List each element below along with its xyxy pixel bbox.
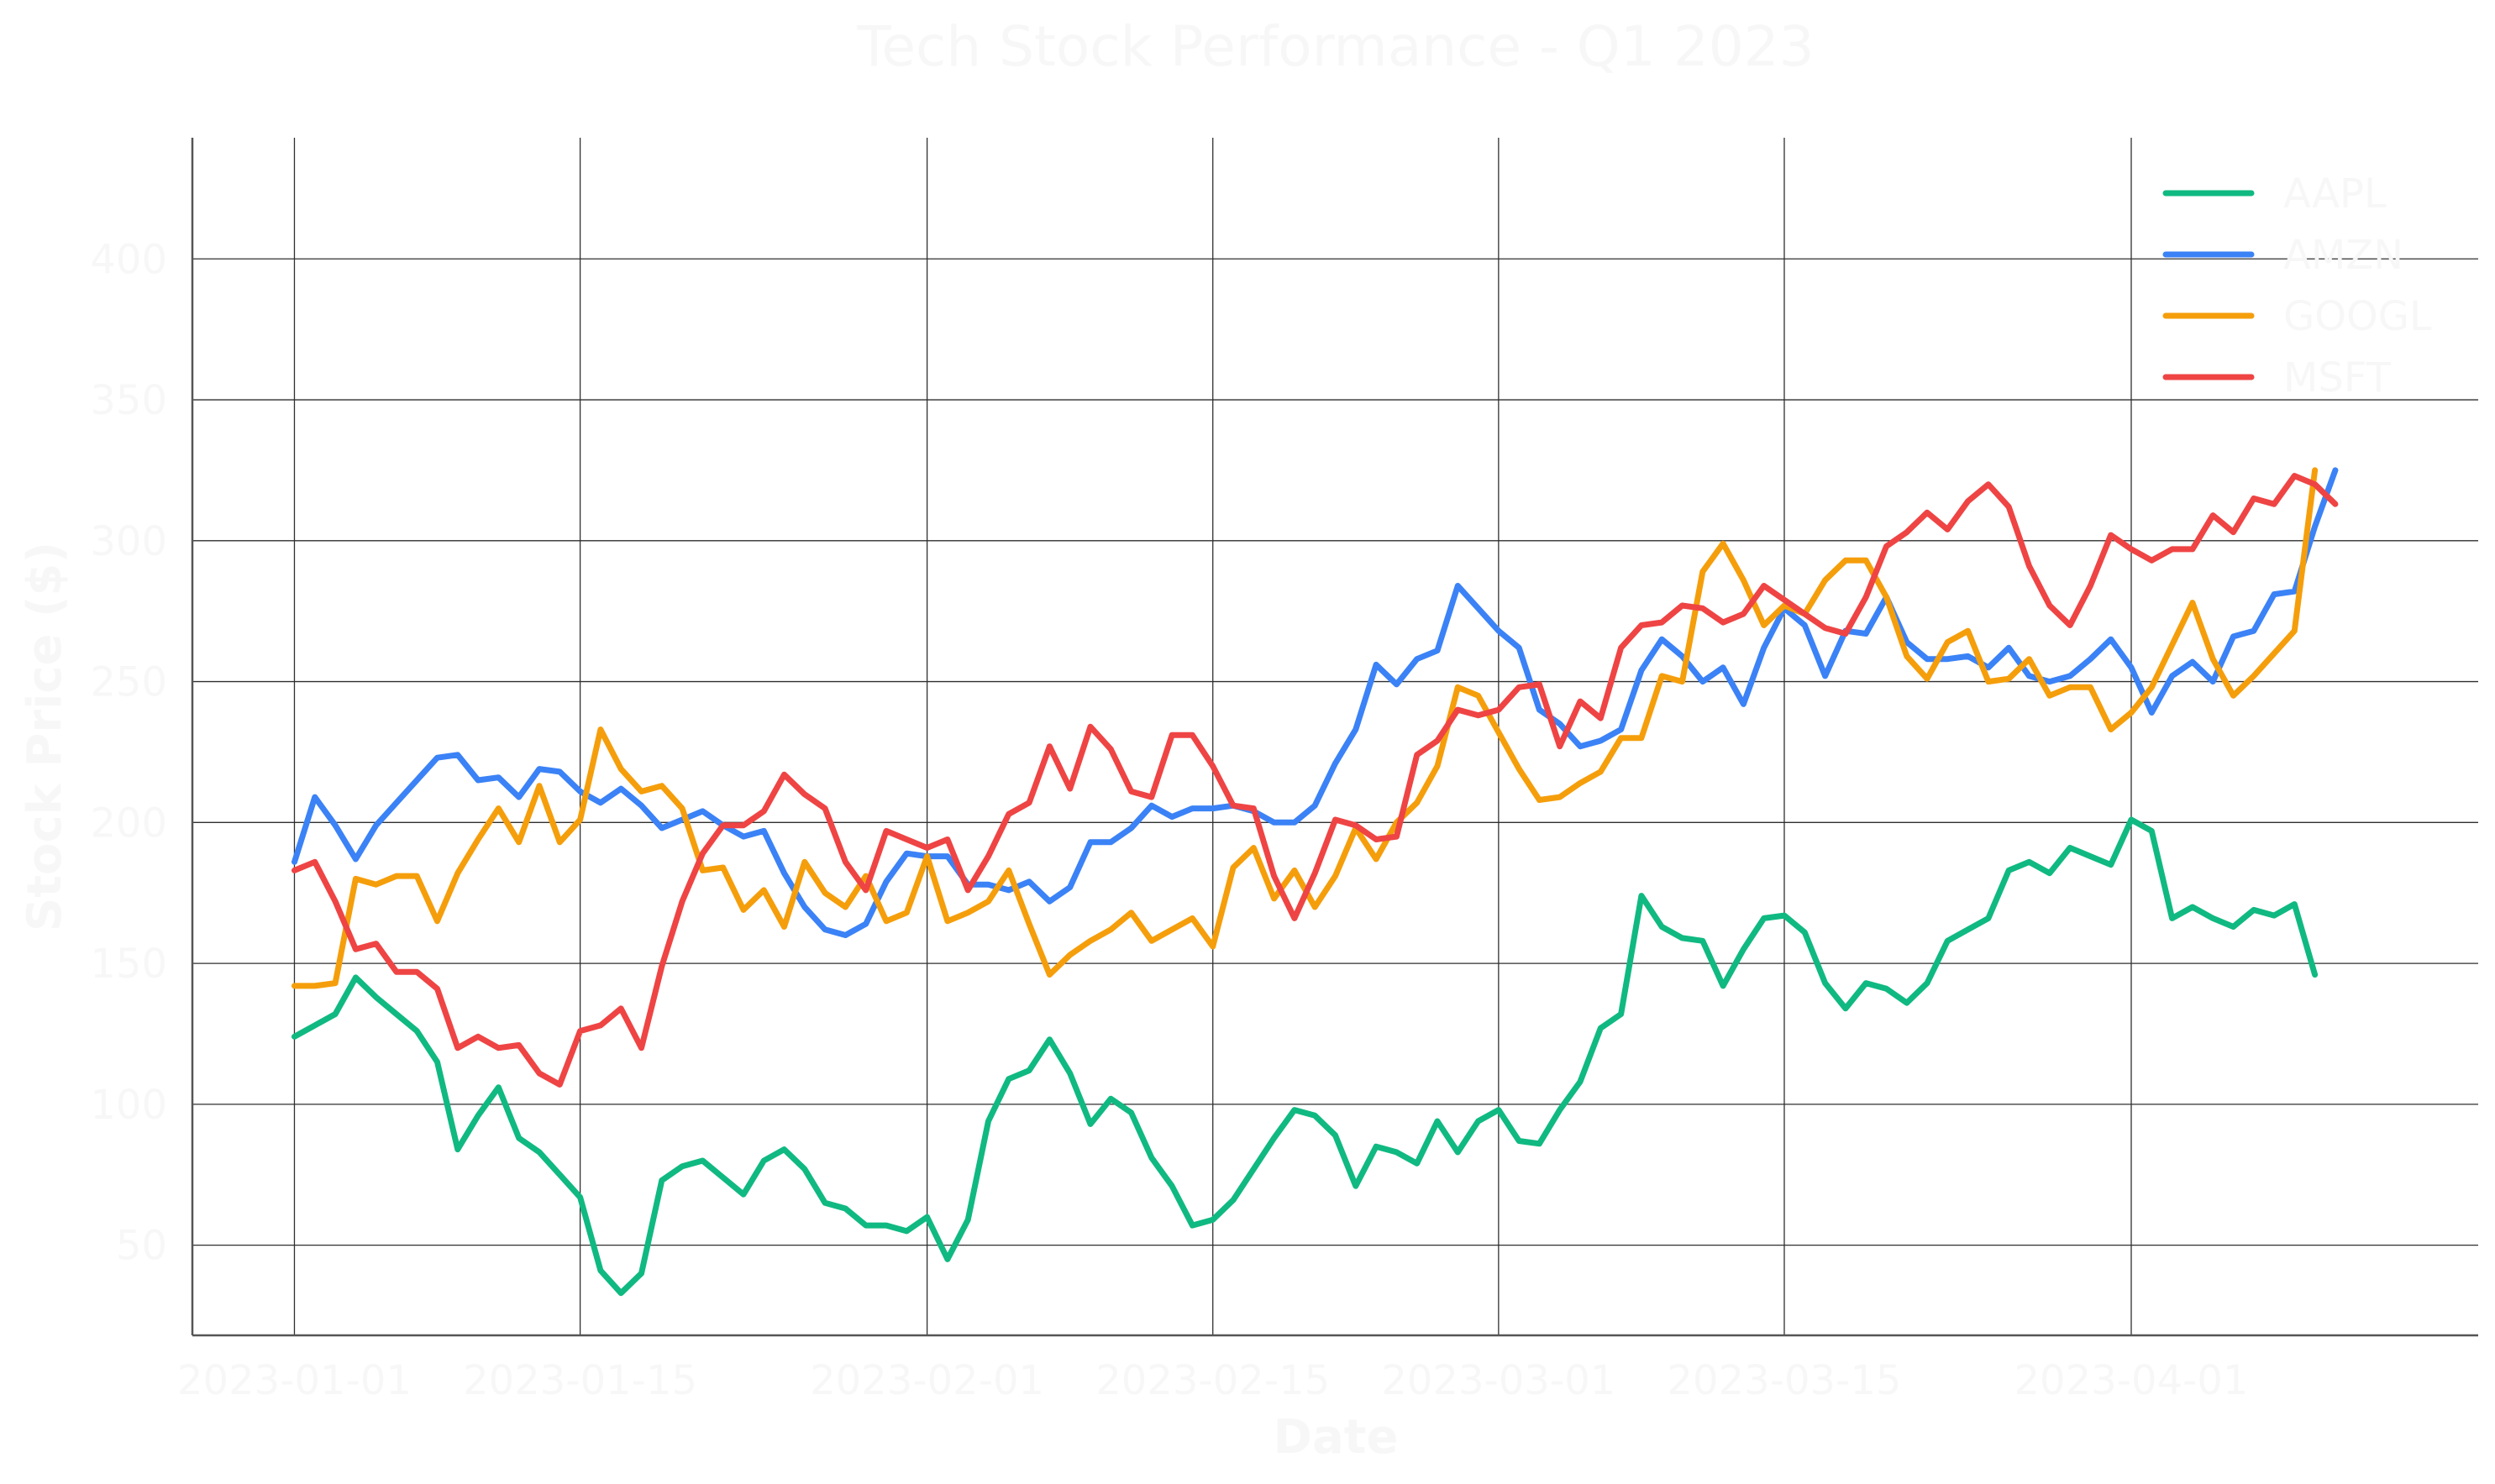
y-tick-label: 200 (90, 800, 167, 847)
series-lines (292, 467, 2339, 1297)
x-tick-label: 2023-01-01 (177, 1357, 412, 1404)
legend-label: AAPL (2283, 170, 2387, 218)
legend: AAPL AMZN GOOGL MSFT (2162, 170, 2432, 401)
y-tick-label: 400 (90, 236, 167, 283)
x-tick-label: 2023-02-15 (1095, 1357, 1330, 1404)
series-line-aapl (292, 816, 2319, 1297)
legend-label: GOOGL (2283, 293, 2432, 340)
y-tick-label: 350 (90, 377, 167, 424)
series-line-msft (292, 473, 2339, 1088)
x-tick-label: 2023-03-15 (1668, 1357, 1902, 1404)
x-tick-labels: 2023-01-01 2023-01-15 2023-02-01 2023-02-15… (177, 1357, 2248, 1404)
series-line-amzn (292, 467, 2339, 938)
x-tick-label: 2023-01-15 (463, 1357, 697, 1404)
y-tick-label: 150 (90, 941, 167, 988)
y-tick-label: 100 (90, 1082, 167, 1129)
grid-lines (192, 138, 2478, 1335)
legend-label: AMZN (2283, 232, 2403, 279)
y-tick-labels: 50 100 150 200 250 300 350 400 (90, 236, 167, 1269)
y-tick-label: 300 (90, 518, 167, 565)
y-tick-label: 50 (116, 1223, 167, 1270)
x-axis-title: Date (1273, 1410, 1398, 1465)
chart-title: Tech Stock Performance - Q1 2023 (856, 14, 1814, 79)
x-tick-label: 2023-04-01 (2014, 1357, 2249, 1404)
series-line-googl (292, 467, 2319, 989)
y-tick-label: 250 (90, 659, 167, 706)
x-tick-label: 2023-02-01 (810, 1357, 1044, 1404)
x-tick-label: 2023-03-01 (1381, 1357, 1615, 1404)
legend-label: MSFT (2283, 354, 2392, 401)
y-axis-title: Stock Price ($) (18, 542, 72, 931)
